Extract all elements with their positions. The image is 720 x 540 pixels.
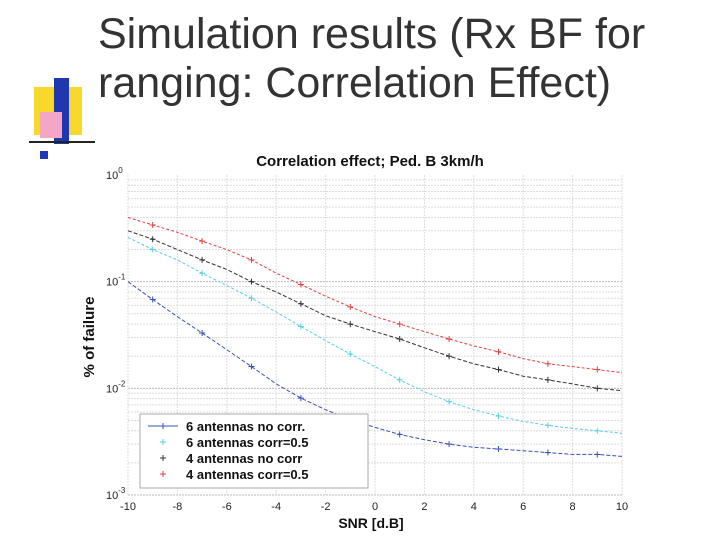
series-line (127, 281, 623, 457)
series-marker (396, 376, 403, 383)
chart-axes: -10 -8 -6 -4 -2 0 2 4 6 8 10 100 10-1 10-2 10-3 (106, 166, 628, 513)
series-marker (347, 350, 354, 357)
x-tick-label: 10 (616, 501, 628, 513)
series-marker (199, 330, 206, 337)
x-tick-label: -10 (120, 501, 136, 513)
series-marker (544, 376, 551, 383)
series-line (127, 230, 623, 392)
series-marker (396, 431, 403, 438)
series-marker (149, 221, 156, 228)
series-marker (347, 321, 354, 328)
x-tick-label: 0 (372, 501, 378, 513)
series-marker (149, 236, 156, 243)
legend-label: 6 antennas corr=0.5 (186, 435, 308, 450)
slide-title-line-1: Simulation results (Rx BF for (98, 10, 646, 58)
series-marker (149, 246, 156, 253)
series-marker (199, 270, 206, 277)
chart-title: Correlation effect; Ped. B 3km/h (256, 153, 484, 170)
y-tick-label: 100 (106, 166, 123, 182)
chart-series (127, 216, 623, 458)
y-tick-label: 10-1 (106, 273, 126, 289)
chart-legend: 6 antennas no corr.6 antennas corr=0.54 … (139, 413, 369, 489)
series-marker (446, 336, 453, 343)
series-marker (248, 295, 255, 302)
series-marker (297, 281, 304, 288)
series-marker (199, 256, 206, 263)
series-marker (446, 353, 453, 360)
series-marker (347, 303, 354, 310)
series-marker (297, 300, 304, 307)
slide-title: Simulation results (Rx BF for ranging: C… (98, 10, 708, 108)
legend-label: 4 antennas no corr (186, 451, 302, 466)
series-marker (594, 427, 601, 434)
decor-black-line (29, 141, 95, 143)
series-line (127, 216, 623, 374)
series-marker (594, 366, 601, 373)
legend-marker (160, 455, 166, 461)
y-tick-label: 10-2 (106, 379, 126, 395)
x-tick-label: 2 (421, 501, 427, 513)
series-marker (248, 278, 255, 285)
x-tick-label: 6 (520, 501, 526, 513)
series-marker (446, 441, 453, 448)
series-marker (446, 398, 453, 405)
series-marker (544, 360, 551, 367)
decor-small-blue-square (40, 151, 48, 159)
slide-title-line-2: ranging: Correlation Effect) (98, 59, 612, 107)
chart-grid (127, 175, 623, 496)
legend-marker (160, 423, 166, 429)
x-tick-label: -2 (321, 501, 331, 513)
x-tick-label: -4 (271, 501, 281, 513)
series-marker (297, 395, 304, 402)
series-marker (594, 385, 601, 392)
series-marker (248, 256, 255, 263)
series-marker (544, 449, 551, 456)
series-marker (544, 422, 551, 429)
series-marker (149, 296, 156, 303)
x-axis-label: SNR [d.B] (338, 515, 403, 531)
legend-label: 4 antennas corr=0.5 (186, 467, 308, 482)
decor-pink-square (40, 112, 62, 138)
x-tick-label: 4 (471, 501, 477, 513)
legend-marker (160, 439, 166, 445)
series-line (127, 236, 623, 434)
series-marker (495, 348, 502, 355)
series-marker (297, 323, 304, 330)
series-marker (396, 321, 403, 328)
series-marker (396, 336, 403, 343)
legend-marker (160, 471, 166, 477)
series-marker (495, 445, 502, 452)
x-tick-label: -6 (222, 501, 232, 513)
x-tick-label: -8 (173, 501, 183, 513)
legend-label: 6 antennas no corr. (186, 419, 305, 434)
series-marker (594, 451, 601, 458)
y-tick-label: 10-3 (106, 486, 126, 502)
series-marker (495, 366, 502, 373)
series-marker (248, 363, 255, 370)
series-marker (199, 238, 206, 245)
series-marker (495, 413, 502, 420)
y-axis-label: % of failure (81, 297, 98, 378)
x-tick-label: 8 (570, 501, 576, 513)
